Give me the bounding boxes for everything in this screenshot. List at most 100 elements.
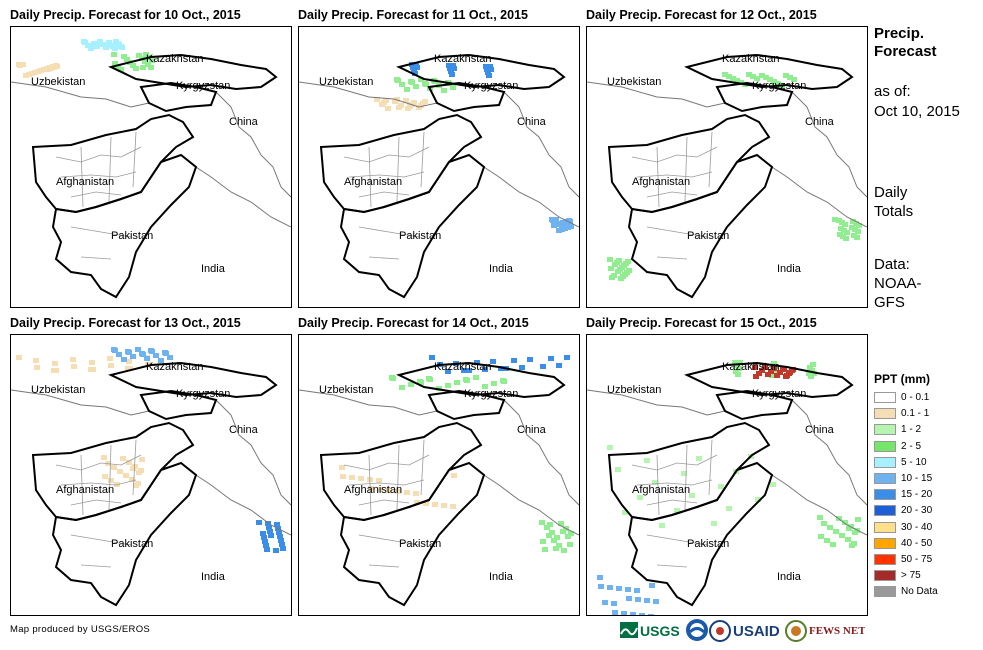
province-border — [358, 499, 410, 506]
precip-cell — [445, 369, 451, 374]
precip-cell — [396, 105, 402, 110]
svg-text:USGS: USGS — [640, 623, 680, 639]
precip-cell — [612, 610, 618, 615]
map-label-china: China — [805, 116, 835, 128]
precip-cell — [413, 84, 419, 89]
precip-cell — [377, 487, 383, 492]
precip-cell — [256, 520, 262, 525]
precip-cell — [111, 465, 117, 470]
province-border — [396, 136, 400, 203]
precip-cell — [556, 543, 562, 548]
precip-cell — [734, 363, 740, 368]
precip-cell — [763, 75, 769, 80]
precip-cell — [405, 106, 411, 111]
precip-area — [607, 257, 632, 281]
province-border — [80, 146, 84, 208]
precip-cell — [404, 490, 410, 495]
legend-swatch — [874, 408, 896, 420]
precip-cell — [349, 475, 355, 480]
precip-cell — [97, 39, 103, 44]
precip-cell — [556, 363, 562, 368]
precip-area — [817, 515, 861, 548]
precip-cell — [144, 356, 150, 361]
precip-cell — [546, 533, 552, 538]
map-frame: Uzbekistan Kazakhstan Kyrgyzstan China Afgha… — [586, 334, 868, 616]
precip-cell — [447, 66, 453, 71]
precip-cell — [413, 491, 419, 496]
precip-cell — [653, 599, 659, 604]
map-label-india: India — [201, 263, 226, 275]
map-label-pakistan: Pakistan — [399, 230, 441, 242]
precip-cell — [390, 376, 396, 381]
precip-cell — [163, 351, 169, 356]
precip-cell — [418, 380, 424, 385]
region-outline-kyrgyzstan — [427, 81, 506, 113]
legend-label: 40 - 50 — [901, 537, 933, 549]
precip-cell — [807, 365, 813, 370]
precip-cell — [484, 67, 490, 72]
precip-cell — [637, 495, 643, 500]
map-label-afghanistan: Afghanistan — [56, 176, 114, 188]
precip-cell — [827, 525, 833, 530]
region-outline-afghanistan — [607, 113, 771, 214]
precip-cell — [607, 585, 613, 590]
region-outline-afghanistan — [319, 113, 483, 214]
map-label-china: China — [517, 116, 547, 128]
precip-cell — [551, 538, 557, 543]
precip-cell — [625, 259, 631, 264]
panel-title: Daily Precip. Forecast for 15 Oct., 2015 — [586, 316, 817, 330]
precip-cell — [553, 546, 559, 551]
precip-cell — [527, 357, 533, 362]
usaid-logo: USAID — [733, 623, 780, 640]
legend-label: 1 - 2 — [901, 424, 922, 436]
map-label-india: India — [489, 571, 514, 583]
precip-cell — [784, 373, 790, 378]
precip-cell — [148, 65, 154, 70]
precip-cell — [753, 374, 759, 379]
map-label-uzbekistan: Uzbekistan — [607, 76, 661, 88]
panel-title: Daily Precip. Forecast for 11 Oct., 2015 — [298, 8, 528, 22]
precip-cell — [833, 529, 839, 534]
map-label-kazakhstan: Kazakhstan — [722, 53, 779, 65]
precip-cell — [681, 471, 687, 476]
province-border — [684, 444, 688, 511]
country-border — [483, 166, 579, 228]
precip-cell — [616, 258, 622, 263]
precip-area — [81, 39, 125, 51]
data-label: Data: — [874, 256, 910, 273]
map-label-kazakhstan: Kazakhstan — [146, 361, 203, 373]
precip-cell — [625, 587, 631, 592]
province-border — [108, 136, 112, 203]
precip-cell — [759, 368, 765, 373]
precip-cell — [88, 367, 94, 372]
precip-cell — [774, 373, 780, 378]
precip-cell — [392, 99, 398, 104]
legend-label: 5 - 10 — [901, 456, 927, 468]
precip-cell — [149, 349, 155, 354]
precip-cell — [158, 358, 164, 363]
legend-swatch — [874, 505, 896, 517]
precip-cell — [635, 597, 641, 602]
region-outline-kyrgyzstan — [715, 81, 794, 113]
legend-swatch — [874, 392, 896, 403]
precip-cell — [374, 97, 380, 102]
precip-cell — [143, 52, 149, 57]
map-label-china: China — [229, 424, 259, 436]
precip-cell — [113, 39, 119, 44]
precip-cell — [771, 361, 777, 366]
precip-cell — [52, 361, 58, 366]
country-border — [11, 81, 150, 108]
precip-map: Uzbekistan Kazakhstan Kyrgyzstan China Afgha… — [587, 53, 867, 299]
precip-cell — [597, 575, 603, 580]
legend-label: 30 - 40 — [901, 521, 933, 533]
map-label-china: China — [229, 116, 259, 128]
precip-cell — [112, 348, 118, 353]
precip-cell — [775, 81, 781, 86]
precip-cell — [273, 548, 279, 553]
precip-cell — [466, 368, 472, 373]
province-border — [70, 226, 132, 238]
precip-cell — [487, 64, 493, 69]
precip-cell — [674, 508, 680, 513]
province-border — [348, 479, 425, 486]
precip-cell — [626, 596, 632, 601]
